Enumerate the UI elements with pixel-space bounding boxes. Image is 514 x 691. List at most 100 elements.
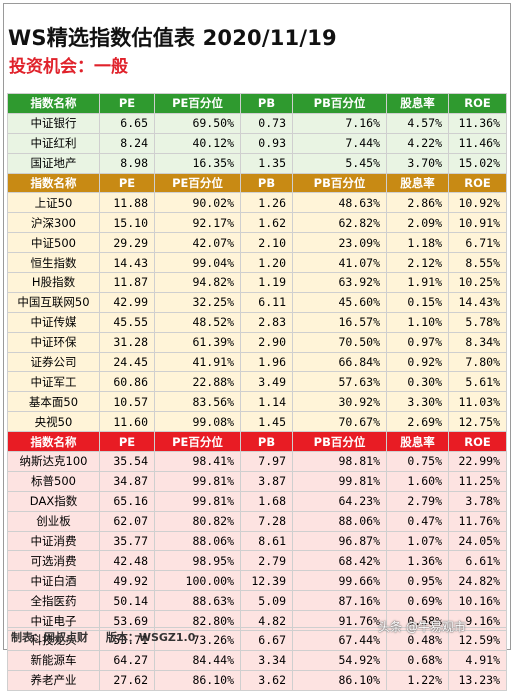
value-cell: 88.06%	[292, 510, 387, 532]
value-cell: 91.76%	[292, 610, 387, 632]
value-cell: 2.79	[240, 550, 293, 572]
watermark: 头条 @牛易观市	[378, 618, 466, 635]
value-cell: 32.25%	[154, 291, 241, 313]
value-cell: 4.22%	[386, 132, 449, 154]
value-cell: 65.16	[99, 490, 155, 512]
value-cell: 6.67	[240, 630, 293, 651]
value-cell: 83.56%	[154, 391, 241, 413]
index-name-cell: 中证环保	[7, 331, 100, 353]
value-cell: 12.59%	[448, 630, 507, 651]
value-cell: 69.50%	[154, 112, 241, 134]
value-cell: 2.83	[240, 311, 293, 333]
value-cell: 3.49	[240, 371, 293, 393]
index-name-cell: 央视50	[7, 411, 100, 433]
value-cell: 35.54	[99, 451, 155, 472]
value-cell: 3.70%	[386, 152, 449, 174]
value-cell: 15.02%	[448, 152, 507, 174]
table-row: 证券公司 24.45 41.91% 1.96 66.84% 0.92% 7.80%	[7, 351, 507, 373]
column-header: PB	[240, 93, 293, 114]
column-header: 指数名称	[7, 431, 100, 453]
value-cell: 73.26%	[154, 630, 241, 651]
value-cell: 1.60%	[386, 470, 449, 492]
value-cell: 34.87	[99, 470, 155, 492]
table-row: 中证军工 60.86 22.88% 3.49 57.63% 0.30% 5.61%	[7, 371, 507, 393]
column-header: 股息率	[386, 431, 449, 453]
value-cell: 99.81%	[154, 470, 241, 492]
value-cell: 11.03%	[448, 391, 507, 413]
column-header: PE	[99, 172, 155, 194]
value-cell: 86.10%	[154, 669, 241, 691]
value-cell: 3.30%	[386, 391, 449, 413]
index-name-cell: 中证500	[7, 232, 100, 254]
value-cell: 68.42%	[292, 550, 387, 572]
value-cell: 98.81%	[292, 451, 387, 472]
value-cell: 57.63%	[292, 371, 387, 393]
value-cell: 2.79%	[386, 490, 449, 512]
value-cell: 3.78%	[448, 490, 507, 512]
value-cell: 10.16%	[448, 590, 507, 612]
index-name-cell: 标普500	[7, 470, 100, 492]
value-cell: 2.86%	[386, 192, 449, 214]
value-cell: 11.88	[99, 192, 155, 214]
value-cell: 30.92%	[292, 391, 387, 413]
value-cell: 0.15%	[386, 291, 449, 313]
value-cell: 99.66%	[292, 570, 387, 592]
column-header: 股息率	[386, 93, 449, 114]
value-cell: 8.55%	[448, 252, 507, 274]
value-cell: 88.63%	[154, 590, 241, 612]
value-cell: 11.76%	[448, 510, 507, 532]
table-row: 创业板 62.07 80.82% 7.28 88.06% 0.47% 11.76%	[7, 510, 507, 532]
value-cell: 1.68	[240, 490, 293, 512]
value-cell: 13.23%	[448, 669, 507, 691]
index-name-cell: 中证电子	[7, 610, 100, 632]
value-cell: 1.07%	[386, 530, 449, 552]
value-cell: 99.04%	[154, 252, 241, 274]
value-cell: 70.67%	[292, 411, 387, 433]
index-name-cell: 可选消费	[7, 550, 100, 572]
value-cell: 2.90	[240, 331, 293, 353]
value-cell: 16.35%	[154, 152, 241, 174]
index-name-cell: 国证地产	[7, 152, 100, 174]
value-cell: 62.07	[99, 510, 155, 532]
column-header: PB百分位	[292, 172, 387, 194]
value-cell: 0.97%	[386, 331, 449, 353]
value-cell: 11.60	[99, 411, 155, 433]
value-cell: 61.39%	[154, 331, 241, 353]
value-cell: 96.87%	[292, 530, 387, 552]
value-cell: 0.68%	[386, 649, 449, 671]
value-cell: 1.22%	[386, 669, 449, 691]
value-cell: 66.84%	[292, 351, 387, 373]
table-row: 中证传媒 45.55 48.52% 2.83 16.57% 1.10% 5.78%	[7, 311, 507, 333]
table-row: 央视50 11.60 99.08% 1.45 70.67% 2.69% 12.75%	[7, 411, 507, 433]
table-row: 国证地产 8.98 16.35% 1.35 5.45% 3.70% 15.02%	[7, 152, 507, 174]
value-cell: 86.10%	[292, 669, 387, 691]
value-cell: 1.91%	[386, 272, 449, 293]
value-cell: 50.14	[99, 590, 155, 612]
table-row: 上证50 11.88 90.02% 1.26 48.63% 2.86% 10.92%	[7, 192, 507, 214]
value-cell: 67.44%	[292, 630, 387, 651]
column-header: 指数名称	[7, 172, 100, 194]
table-row: 可选消费 42.48 98.95% 2.79 68.42% 1.36% 6.61%	[7, 550, 507, 572]
value-cell: 0.69%	[386, 590, 449, 612]
value-cell: 7.44%	[292, 132, 387, 154]
footer-maker: 制表：网叔点财	[11, 631, 88, 644]
index-name-cell: 恒生指数	[7, 252, 100, 274]
value-cell: 5.61%	[448, 371, 507, 393]
value-cell: 5.09	[240, 590, 293, 612]
table-row: 科技龙头 53.71 73.26% 6.67 67.44% 0.48% 12.59%	[7, 630, 507, 651]
value-cell: 12.39	[240, 570, 293, 592]
footer-version: 版本：WSGZ1.0	[105, 631, 196, 644]
value-cell: 7.80%	[448, 351, 507, 373]
value-cell: 8.61	[240, 530, 293, 552]
value-cell: 6.11	[240, 291, 293, 313]
column-header: ROE	[448, 431, 507, 453]
watermark-text: 头条 @牛易观市	[378, 620, 466, 634]
value-cell: 1.35	[240, 152, 293, 174]
table-row: 标普500 34.87 99.81% 3.87 99.81% 1.60% 11.25%	[7, 470, 507, 492]
value-cell: 100.00%	[154, 570, 241, 592]
value-cell: 42.07%	[154, 232, 241, 254]
index-name-cell: 沪深300	[7, 212, 100, 234]
value-cell: 3.62	[240, 669, 293, 691]
index-name-cell: 上证50	[7, 192, 100, 214]
value-cell: 49.92	[99, 570, 155, 592]
